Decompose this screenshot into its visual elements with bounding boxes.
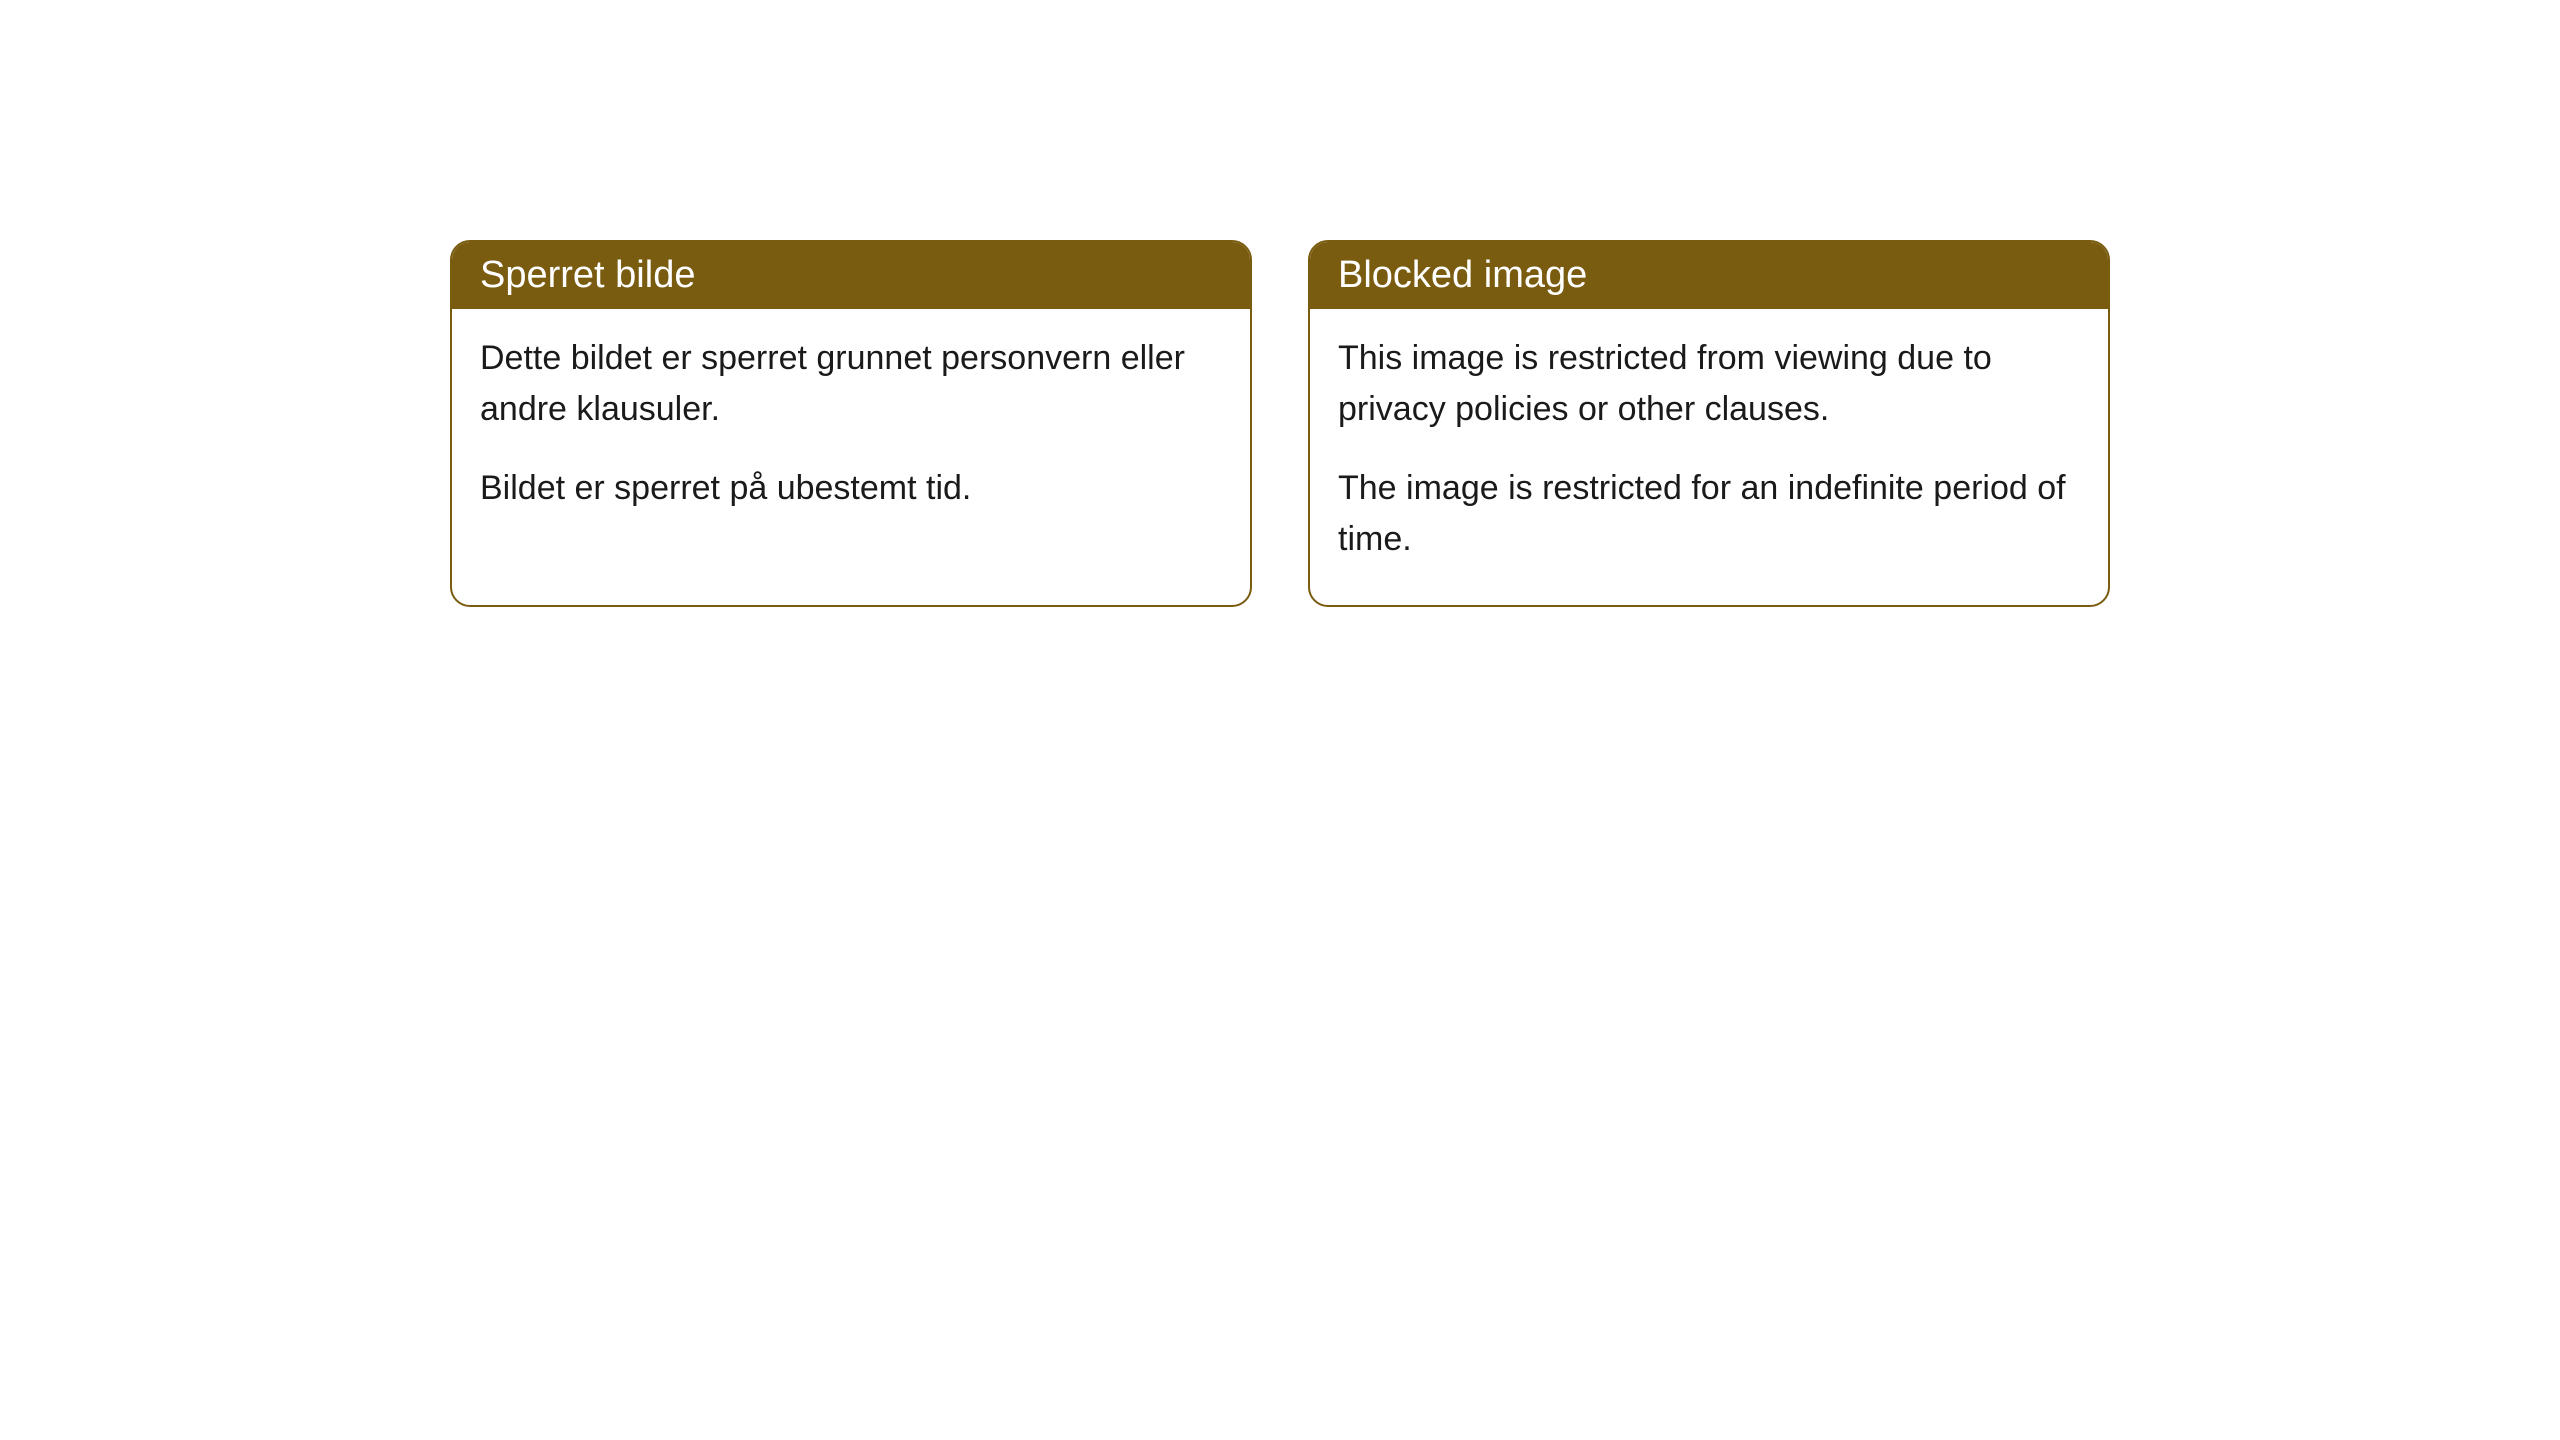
- card-text-english-2: The image is restricted for an indefinit…: [1338, 463, 2080, 565]
- card-header-norwegian: Sperret bilde: [452, 242, 1250, 309]
- card-title-english: Blocked image: [1338, 254, 1587, 296]
- notice-cards-container: Sperret bilde Dette bildet er sperret gr…: [450, 240, 2110, 607]
- card-title-norwegian: Sperret bilde: [480, 254, 695, 296]
- card-text-norwegian-2: Bildet er sperret på ubestemt tid.: [480, 463, 1222, 514]
- blocked-image-card-english: Blocked image This image is restricted f…: [1308, 240, 2110, 607]
- card-text-english-1: This image is restricted from viewing du…: [1338, 333, 2080, 435]
- blocked-image-card-norwegian: Sperret bilde Dette bildet er sperret gr…: [450, 240, 1252, 607]
- card-body-norwegian: Dette bildet er sperret grunnet personve…: [452, 309, 1250, 554]
- card-header-english: Blocked image: [1310, 242, 2108, 309]
- card-text-norwegian-1: Dette bildet er sperret grunnet personve…: [480, 333, 1222, 435]
- card-body-english: This image is restricted from viewing du…: [1310, 309, 2108, 605]
